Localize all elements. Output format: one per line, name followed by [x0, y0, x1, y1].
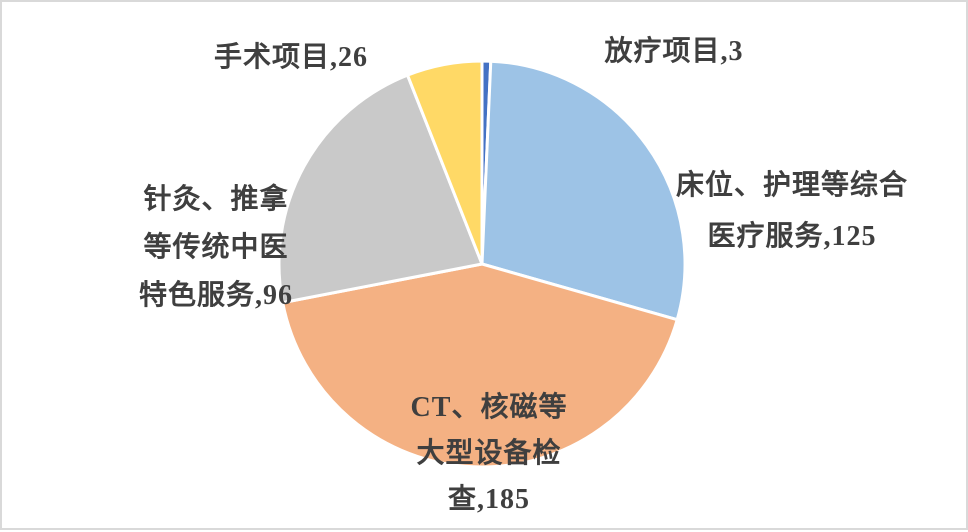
- data-label-acupuncture-tcm: 针灸、推拿 等传统中医 特色服务,96: [139, 176, 293, 320]
- data-label-line: 针灸、推拿: [143, 184, 289, 215]
- data-label-beds-nursing: 床位、护理等综合 医疗服务,125: [676, 160, 908, 262]
- data-label-line: 等传统中医: [143, 232, 289, 263]
- pie-slice-3: [277, 73, 484, 305]
- pie-slice-1: [480, 59, 687, 322]
- pie-slice-4: [406, 59, 484, 266]
- data-label-line: 放疗项目,3: [604, 36, 744, 67]
- data-label-line: 医疗服务,125: [707, 221, 877, 252]
- data-label-surgery: 手术项目,26: [214, 39, 368, 77]
- data-label-line: 查,185: [447, 484, 530, 515]
- data-label-line: 床位、护理等综合: [675, 170, 909, 201]
- pie-slice-2: [281, 262, 679, 469]
- data-label-line: 手术项目,26: [213, 42, 369, 73]
- data-label-radiotherapy: 放疗项目,3: [604, 33, 743, 71]
- data-label-line: 特色服务,96: [138, 280, 294, 311]
- data-label-ct-equipment: CT、核磁等 大型设备检 查,185: [411, 385, 568, 523]
- data-label-line: 大型设备检: [416, 438, 562, 469]
- data-label-line: CT、核磁等: [410, 392, 568, 423]
